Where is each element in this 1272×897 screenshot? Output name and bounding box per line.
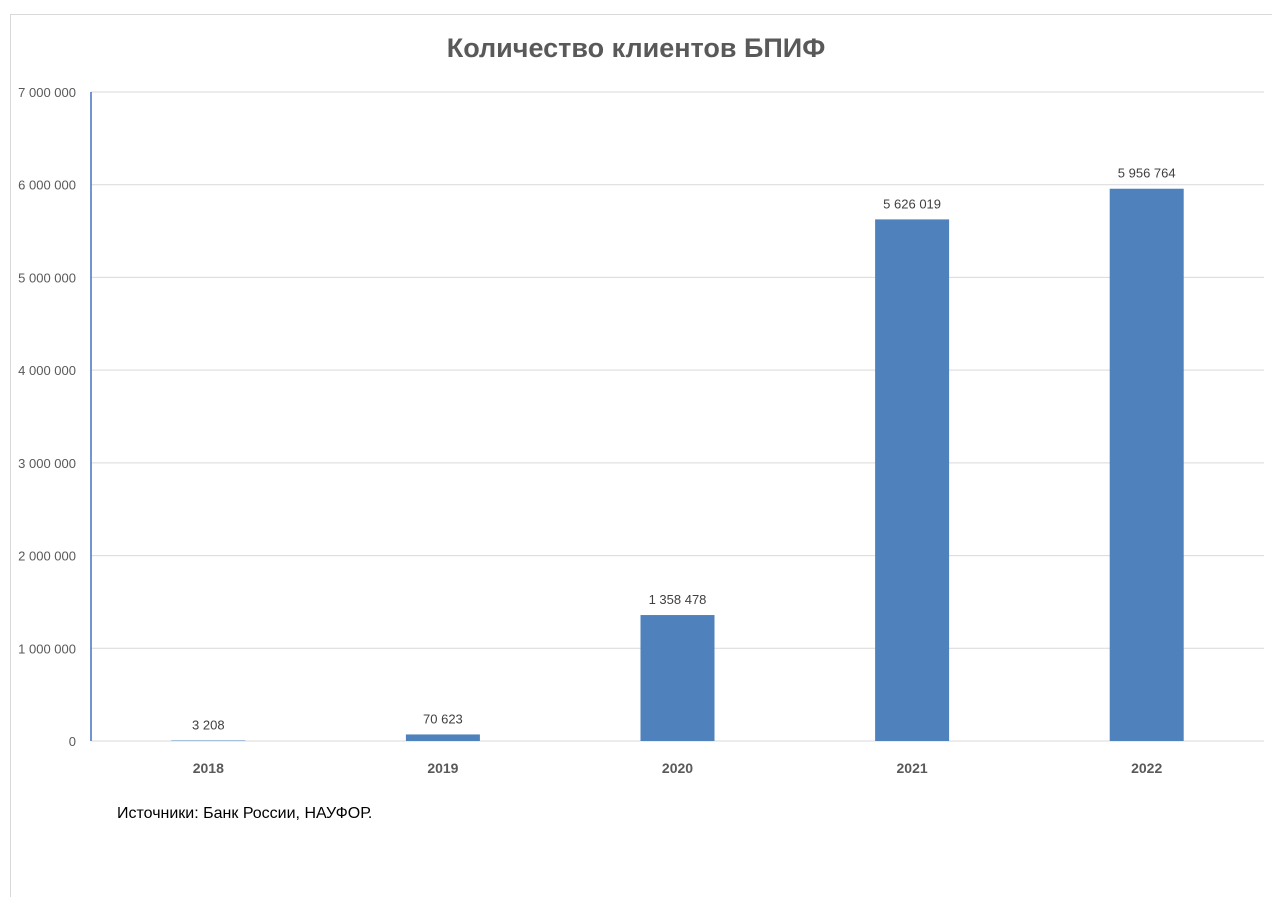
y-tick-label: 0 — [69, 734, 76, 749]
x-tick-label: 2019 — [427, 760, 458, 776]
x-tick-label: 2022 — [1131, 760, 1162, 776]
x-tick-label: 2020 — [662, 760, 693, 776]
x-tick-label: 2018 — [193, 760, 224, 776]
data-label: 5 956 764 — [1118, 166, 1176, 181]
bar — [405, 734, 480, 741]
source-note: Источники: Банк России, НАУФОР. — [117, 805, 373, 822]
bar — [1109, 188, 1184, 741]
bar — [875, 219, 950, 741]
data-label: 3 208 — [192, 718, 225, 733]
y-tick-label: 7 000 000 — [18, 85, 76, 100]
bar — [640, 615, 715, 741]
data-label: 1 358 478 — [649, 592, 707, 607]
y-tick-label: 6 000 000 — [18, 178, 76, 193]
chart-title: Количество клиентов БПИФ — [446, 33, 826, 63]
y-tick-label: 3 000 000 — [18, 456, 76, 471]
bar — [171, 740, 246, 741]
data-label: 5 626 019 — [883, 196, 941, 211]
y-tick-label: 2 000 000 — [18, 549, 76, 564]
chart-frame — [10, 14, 1272, 897]
y-tick-label: 4 000 000 — [18, 363, 76, 378]
data-label: 70 623 — [423, 711, 463, 726]
x-tick-label: 2021 — [897, 760, 928, 776]
y-tick-label: 1 000 000 — [18, 641, 76, 656]
y-tick-label: 5 000 000 — [18, 270, 76, 285]
